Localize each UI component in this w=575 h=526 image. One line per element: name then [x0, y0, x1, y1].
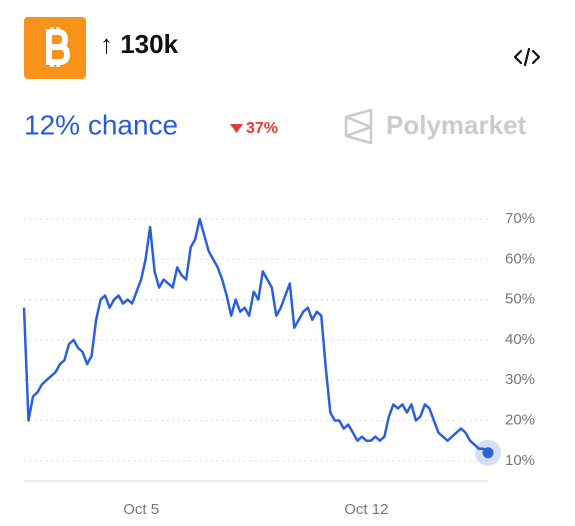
market-title: ↑ 130k	[100, 29, 179, 59]
x-tick-label: Oct 12	[344, 501, 388, 518]
line	[22, 217, 489, 454]
y-tick-label: 50%	[505, 291, 535, 308]
bitcoin-glyph	[46, 27, 70, 67]
x-tick-label: Oct 5	[123, 501, 159, 518]
y-tick-label: 70%	[505, 210, 535, 227]
end-dot	[482, 447, 494, 459]
y-tick-label: 40%	[505, 331, 535, 348]
y-tick-label: 60%	[505, 250, 535, 267]
chance-label: 12% chance	[24, 109, 178, 140]
y-tick-label: 30%	[505, 371, 535, 388]
y-tick-label: 10%	[505, 452, 535, 469]
brand-logo	[344, 108, 373, 145]
change-label: 37%	[246, 120, 278, 137]
change-triangle	[230, 124, 243, 133]
embed-icon[interactable]	[513, 47, 541, 67]
y-tick-label: 20%	[505, 412, 535, 429]
brand-name: Polymarket	[386, 110, 527, 140]
